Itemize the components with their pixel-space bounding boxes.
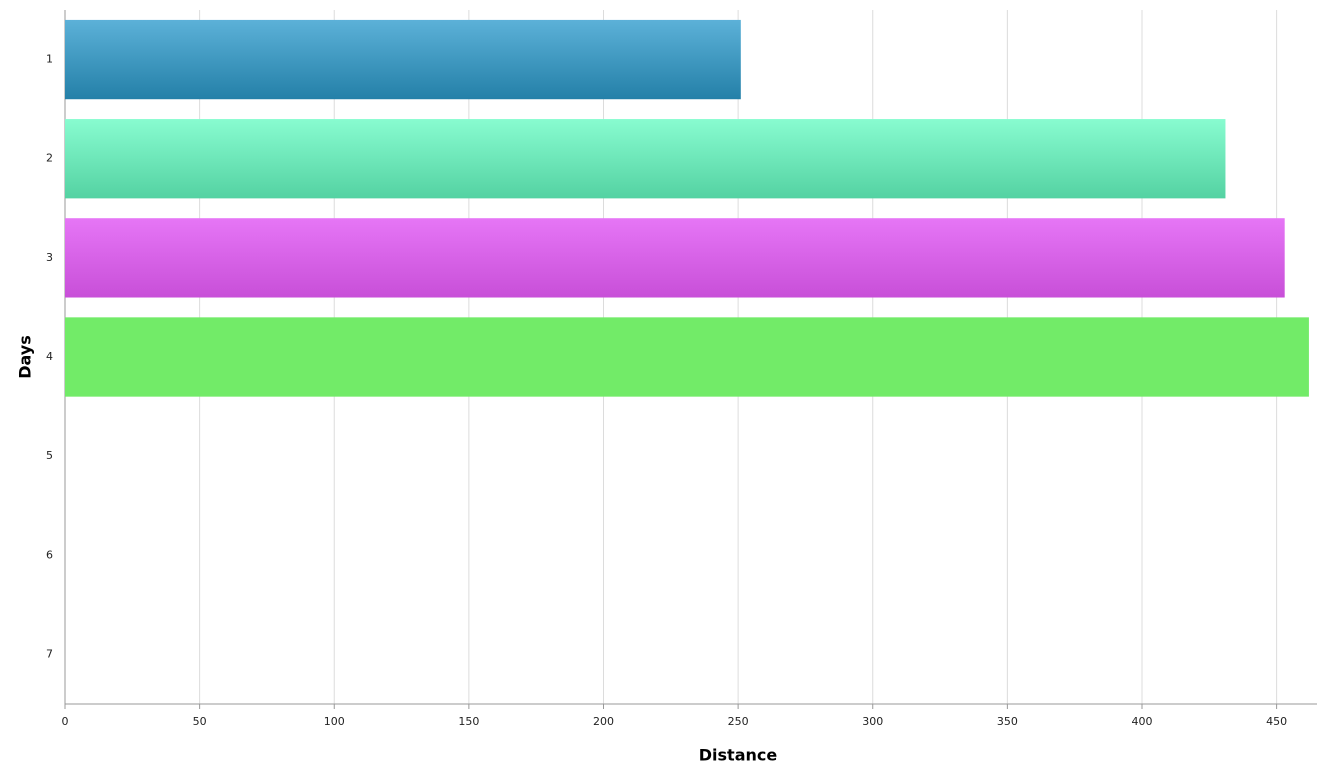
x-tick-label: 300 [862,715,883,728]
y-tick-label: 3 [46,251,53,264]
x-tick-label: 200 [593,715,614,728]
y-axis-title: Days [16,335,35,379]
bar [65,19,741,100]
y-tick-label: 5 [46,449,53,462]
y-tick-label: 6 [46,548,53,561]
x-tick-label: 150 [458,715,479,728]
bar [65,119,1226,199]
x-tick-label: 100 [324,715,345,728]
x-axis-title: Distance [699,746,778,765]
x-tick-label: 400 [1131,715,1152,728]
x-tick-label: 450 [1266,715,1287,728]
x-tick-label: 0 [62,715,69,728]
y-tick-label: 7 [46,647,53,660]
bar [65,218,1285,298]
bar [65,317,1309,397]
y-tick-label: 2 [46,152,53,165]
y-tick-label: 4 [46,350,53,363]
x-tick-label: 350 [997,715,1018,728]
x-tick-label: 50 [193,715,207,728]
y-tick-label: 1 [46,53,53,66]
x-tick-label: 250 [728,715,749,728]
